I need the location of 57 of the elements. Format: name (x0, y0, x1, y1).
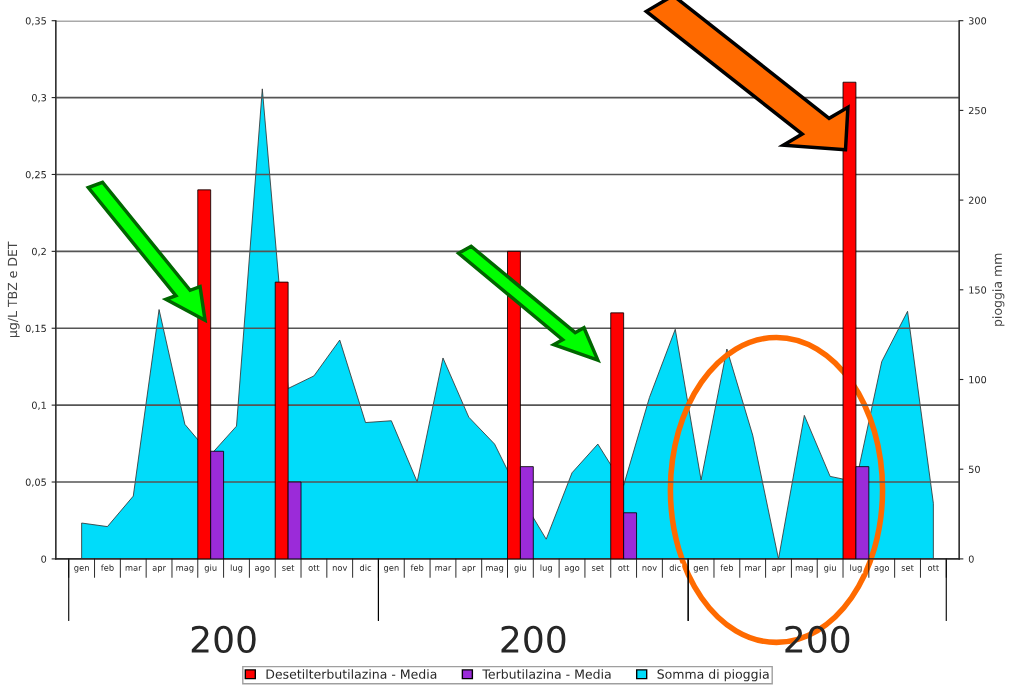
x-tick-label: mag (486, 566, 504, 573)
x-tick-label: nov (332, 566, 348, 571)
x-tick-label: lug (230, 564, 243, 573)
x-tick-label: lug (540, 564, 552, 573)
x-tick-label: ago (564, 566, 580, 573)
x-tick-label: ott (618, 564, 630, 571)
x-tick-label: apr (152, 566, 166, 573)
x-tick-label: giu (824, 564, 836, 573)
x-tick-label: mar (435, 566, 452, 571)
x-tick-label: dic (359, 564, 372, 571)
y2-tick-label: 250 (968, 106, 987, 115)
y-tick-label: 0,25 (25, 170, 46, 180)
text: 200 (501, 625, 566, 653)
y-tick-label: 0,2 (31, 247, 46, 257)
x-tick-label: gen (383, 566, 399, 573)
y-tick-label: 0,1 (31, 401, 46, 410)
legend-label: Desetilterbutilazina - Media (266, 669, 437, 679)
x-tick-label: giu (514, 564, 527, 573)
legend-label: Terbutilazina - Media (482, 669, 611, 679)
x-tick-label: apr (462, 566, 476, 573)
x-tick-label: ott (928, 564, 939, 571)
x-tick-label: set (591, 564, 604, 571)
x-tick-label: gen (74, 566, 89, 573)
x-tick-label: giu (204, 564, 217, 573)
y2-tick-label: 300 (968, 17, 987, 25)
x-tick-label: dic (669, 564, 681, 571)
x-tick-label: mag (176, 566, 194, 573)
y2-tick-label: 50 (968, 465, 980, 474)
y2-tick-label: 200 (968, 196, 987, 204)
x-tick-label: apr (772, 566, 786, 573)
y2-axis-title: pioggia mm (992, 253, 1005, 326)
x-tick-label: feb (410, 564, 424, 571)
x-tick-label: feb (100, 564, 114, 571)
x-tick-label: ott (308, 564, 320, 571)
y2-tick-label: 150 (969, 286, 987, 294)
y-tick-label: 0,05 (25, 478, 46, 487)
text: 200 (785, 625, 850, 653)
y2-tick-label: 100 (969, 375, 987, 384)
y2-tick-label: 0 (968, 555, 974, 563)
text: 200 (191, 625, 256, 653)
x-tick-label: feb (720, 564, 734, 571)
x-tick-label: set (901, 564, 914, 571)
x-tick-label: ago (255, 566, 270, 573)
x-tick-label: ago (874, 566, 890, 573)
x-tick-label: gen (693, 566, 709, 573)
y-tick-label: 0,3 (31, 94, 47, 103)
x-tick-label: mar (125, 566, 142, 571)
x-tick-label: mag (795, 566, 813, 573)
x-tick-label: set (282, 564, 295, 571)
legend-label: Somma di pioggia (657, 669, 769, 682)
x-tick-label: nov (642, 566, 657, 571)
y-tick-label: 0,15 (25, 324, 46, 334)
x-tick-label: lug (850, 564, 862, 573)
y-tick-label: 0,35 (25, 17, 46, 26)
x-tick-label: mar (745, 566, 762, 571)
y-axis-title: µg/L TBZ e DET (7, 241, 20, 338)
y-tick-label: 0 (41, 555, 47, 563)
